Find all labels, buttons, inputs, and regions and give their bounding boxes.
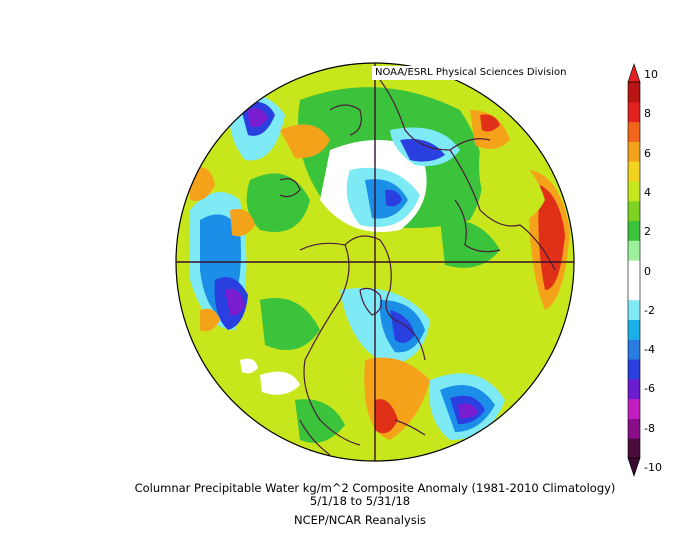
colorbar-swatch: [628, 141, 640, 162]
anomaly-region: [200, 308, 220, 332]
colorbar-swatch: [628, 220, 640, 241]
colorbar-cap: [627, 63, 641, 83]
colorbar-swatch: [628, 240, 640, 261]
anomaly-region: [225, 289, 245, 316]
colorbar-swatch: [628, 319, 640, 340]
caption-source: NCEP/NCAR Reanalysis: [294, 513, 426, 527]
anomaly-region: [247, 108, 268, 127]
coastline: [299, 419, 331, 456]
colorbar-tick-label: 2: [644, 225, 651, 239]
colorbar-tick-label: 0: [644, 264, 651, 278]
anomaly-region: [230, 209, 255, 237]
anomaly-region: [479, 150, 545, 223]
anomaly-region: [480, 114, 500, 132]
anomaly-region: [458, 403, 478, 419]
colorbar-swatch: [628, 418, 640, 439]
colorbar-cap: [627, 457, 641, 477]
colorbar-swatch: [628, 101, 640, 123]
caption-dates: 5/1/18 to 5/31/18: [309, 494, 411, 508]
colorbar-tick-label: -2: [644, 303, 655, 317]
caption-title: Columnar Precipitable Water kg/m^2 Compo…: [134, 481, 616, 495]
colorbar-swatch: [628, 339, 640, 360]
anomaly-region: [260, 371, 300, 395]
anomaly-region: [280, 124, 330, 159]
colorbar-tick-label: 6: [644, 146, 651, 160]
anomaly-region: [260, 298, 320, 350]
coastline: [344, 235, 426, 361]
colorbar-swatch: [628, 121, 640, 142]
colorbar-tick-label: -6: [644, 382, 655, 396]
colorbar-tick-label: -10: [644, 461, 662, 474]
anomaly-region: [538, 185, 565, 290]
coastline: [449, 149, 556, 271]
colorbar: [627, 63, 641, 477]
coastline: [299, 242, 361, 446]
colorbar-tick-label: 10: [644, 68, 658, 81]
anomaly-region: [246, 173, 310, 232]
coastline: [379, 79, 491, 151]
colorbar-swatch: [628, 398, 640, 419]
colorbar-tick-label: 4: [644, 185, 651, 199]
colorbar-swatch: [628, 180, 640, 202]
anomaly-region: [385, 189, 402, 207]
credit-label: NOAA/ESRL Physical Sciences Division: [372, 66, 570, 80]
colorbar-swatch: [628, 200, 640, 222]
colorbar-swatch: [628, 279, 640, 301]
colorbar-swatch: [628, 82, 640, 103]
anomaly-region: [440, 219, 500, 268]
colorbar-tick-label: 8: [644, 107, 651, 121]
colorbar-swatch: [628, 299, 640, 320]
coastline: [359, 287, 382, 316]
colorbar-tick-label: -8: [644, 421, 655, 435]
coastline: [454, 199, 501, 253]
coastline: [279, 178, 301, 198]
colorbar-swatch: [628, 438, 640, 459]
anomaly-region: [400, 139, 445, 162]
anomaly-region: [390, 310, 415, 344]
colorbar-swatch: [628, 359, 640, 380]
colorbar-swatch: [628, 161, 640, 182]
coastline: [329, 104, 362, 136]
colorbar-tick-label: -4: [644, 343, 655, 357]
anomaly-region: [240, 358, 258, 374]
colorbar-swatch: [628, 378, 640, 400]
anomaly-region: [375, 399, 398, 434]
coastline: [394, 419, 426, 436]
colorbar-swatch: [628, 260, 640, 281]
coastlines: [279, 79, 556, 456]
